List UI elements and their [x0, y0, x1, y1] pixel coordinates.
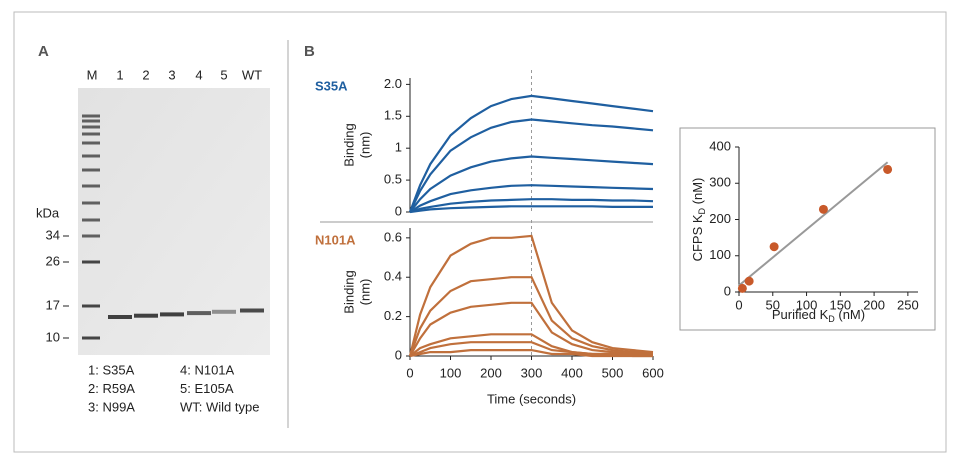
legend-text: 5: E105A [180, 381, 234, 396]
y-tick-label: 0.6 [384, 229, 402, 244]
axis-label-unit: (nM) [690, 178, 705, 208]
x-tick-label: 100 [440, 365, 462, 380]
x-tick-label: 200 [863, 297, 885, 312]
protein-band [108, 315, 132, 319]
y-axis-label: (nm) [357, 279, 372, 306]
x-tick-label: 500 [602, 365, 624, 380]
ladder-band [82, 219, 100, 222]
ladder-band [82, 155, 100, 158]
axis-label-text: Purified K [772, 307, 829, 322]
ladder-band [82, 185, 100, 188]
lane-label: 2 [142, 67, 149, 82]
chart-title: S35A [315, 78, 348, 93]
x-tick-label: 200 [480, 365, 502, 380]
axis-label-unit: (nM) [835, 307, 865, 322]
lane-label: M [87, 67, 98, 82]
ladder-band [82, 202, 100, 205]
lane-label: 1 [116, 67, 123, 82]
fit-line [739, 162, 888, 285]
ladder-band [82, 235, 100, 238]
y-tick-label: 0.5 [384, 172, 402, 187]
y-tick-label: 400 [709, 138, 731, 153]
lane-label: WT [242, 67, 262, 82]
axis-label-text: CFPS K [690, 214, 705, 261]
x-axis-label: Time (seconds) [487, 391, 576, 406]
marker-label: 34 [46, 227, 60, 242]
legend-text: WT: Wild type [180, 399, 259, 414]
ladder-band [82, 126, 100, 129]
ladder-band [82, 337, 100, 340]
ladder-band [82, 115, 100, 118]
x-tick-label: 600 [642, 365, 664, 380]
axis-label: CFPS KD (nM) [690, 178, 707, 262]
figure: A B M12345WTkDa342617101: S35A4: N101A2:… [0, 0, 961, 468]
x-tick-label: 400 [561, 365, 583, 380]
y-tick-label: 0 [724, 283, 731, 298]
point [745, 277, 754, 286]
ladder-band [82, 261, 100, 264]
y-tick-label: 200 [709, 211, 731, 226]
protein-band [240, 309, 264, 313]
y-tick-label: 0 [395, 347, 402, 362]
y-tick-label: 1 [395, 140, 402, 155]
x-tick-label: 0 [735, 297, 742, 312]
y-axis-label: Binding [341, 123, 356, 166]
marker-label: 17 [46, 297, 60, 312]
y-axis-label: Binding [341, 270, 356, 313]
marker-label: 26 [46, 253, 60, 268]
point [883, 165, 892, 174]
ladder-band [82, 133, 100, 136]
lane-label: 5 [220, 67, 227, 82]
y-tick-label: 300 [709, 175, 731, 190]
point [819, 205, 828, 214]
protein-band [187, 311, 211, 315]
panel-label: B [304, 43, 315, 60]
ladder-band [82, 120, 100, 123]
gel [78, 88, 270, 355]
point [770, 242, 779, 251]
legend-text: 1: S35A [88, 362, 135, 377]
axis-label: Purified KD (nM) [772, 307, 865, 324]
y-tick-label: 1.5 [384, 108, 402, 123]
protein-band [134, 314, 158, 318]
y-axis-label: (nm) [357, 132, 372, 159]
ladder-band [82, 142, 100, 145]
y-tick-label: 2.0 [384, 76, 402, 91]
protein-band [160, 312, 184, 316]
x-tick-label: 300 [521, 365, 543, 380]
y-tick-label: 0.4 [384, 269, 402, 284]
x-tick-label: 0 [406, 365, 413, 380]
chart-title: N101A [315, 232, 356, 247]
y-tick-label: 0 [395, 203, 402, 218]
marker-label: 10 [46, 329, 60, 344]
legend-text: 3: N99A [88, 399, 135, 414]
protein-band [212, 310, 236, 314]
y-tick-label: 0.2 [384, 308, 402, 323]
x-tick-label: 250 [897, 297, 919, 312]
y-tick-label: 100 [709, 247, 731, 262]
legend-text: 2: R59A [88, 381, 135, 396]
lane-label: 4 [195, 67, 202, 82]
panel-label: A [38, 43, 49, 60]
unit-label: kDa [36, 205, 60, 220]
lane-label: 3 [168, 67, 175, 82]
legend-text: 4: N101A [180, 362, 235, 377]
ladder-band [82, 169, 100, 172]
ladder-band [82, 305, 100, 308]
point [738, 284, 747, 293]
